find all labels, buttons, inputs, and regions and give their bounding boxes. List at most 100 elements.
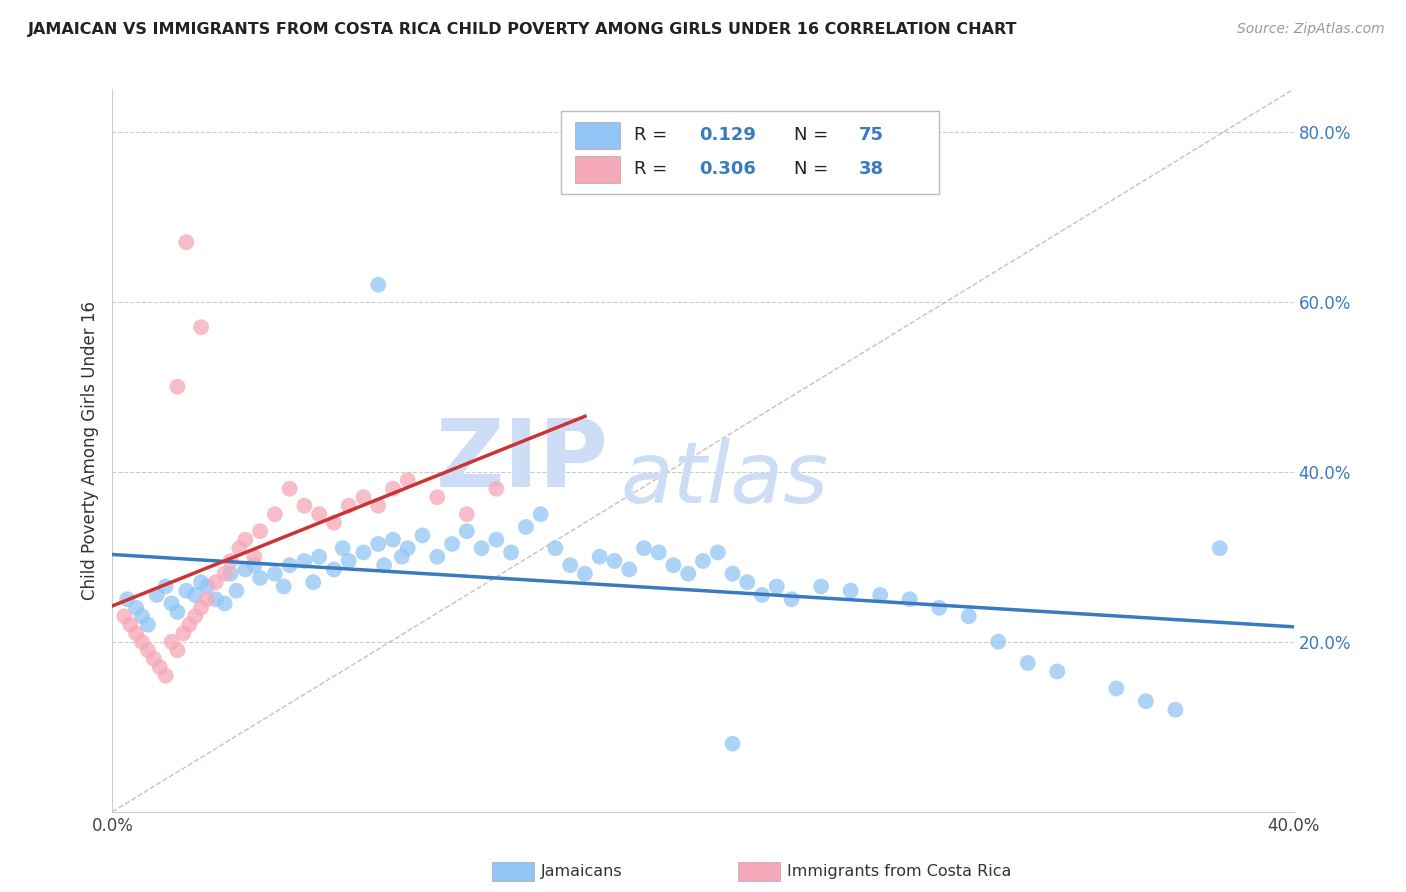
Point	[302, 575, 325, 590]
Point	[426, 490, 449, 504]
Point	[195, 579, 218, 593]
Point	[678, 566, 700, 581]
Point	[190, 575, 212, 590]
Point	[249, 571, 271, 585]
Point	[367, 537, 389, 551]
Point	[228, 541, 250, 556]
Point	[149, 660, 172, 674]
Text: N =: N =	[794, 127, 834, 145]
Point	[1135, 694, 1157, 708]
Point	[382, 482, 405, 496]
Point	[120, 617, 142, 632]
Point	[839, 583, 862, 598]
Point	[391, 549, 413, 564]
Point	[647, 545, 671, 559]
Point	[174, 235, 197, 250]
Point	[721, 566, 744, 581]
Point	[396, 541, 419, 556]
Point	[529, 507, 551, 521]
Text: N =: N =	[794, 161, 834, 178]
Point	[766, 579, 789, 593]
Point	[987, 634, 1010, 648]
Point	[1017, 656, 1039, 670]
Point	[136, 617, 159, 632]
Point	[136, 643, 159, 657]
Text: Jamaicans: Jamaicans	[541, 864, 623, 879]
Point	[367, 499, 389, 513]
Point	[662, 558, 685, 573]
Point	[308, 549, 330, 564]
Point	[219, 566, 242, 581]
Point	[166, 605, 188, 619]
FancyBboxPatch shape	[561, 111, 939, 194]
Text: 0.306: 0.306	[699, 161, 756, 178]
Text: 0.129: 0.129	[699, 127, 756, 145]
Point	[125, 626, 148, 640]
Point	[166, 380, 188, 394]
Text: Immigrants from Costa Rica: Immigrants from Costa Rica	[787, 864, 1012, 879]
Point	[485, 482, 508, 496]
Text: Source: ZipAtlas.com: Source: ZipAtlas.com	[1237, 22, 1385, 37]
Point	[146, 588, 169, 602]
Point	[184, 588, 207, 602]
Point	[292, 499, 315, 513]
Point	[273, 579, 295, 593]
Point	[166, 643, 188, 657]
Point	[485, 533, 508, 547]
Point	[131, 609, 153, 624]
Text: 75: 75	[859, 127, 884, 145]
Point	[396, 473, 419, 487]
Point	[323, 516, 346, 530]
Point	[125, 600, 148, 615]
Point	[160, 634, 183, 648]
Point	[706, 545, 728, 559]
Point	[426, 549, 449, 564]
Point	[780, 592, 803, 607]
Point	[441, 537, 464, 551]
Point	[957, 609, 980, 624]
Point	[264, 566, 287, 581]
Point	[117, 592, 138, 607]
Point	[515, 520, 537, 534]
Point	[1105, 681, 1128, 696]
Point	[278, 558, 301, 573]
Point	[214, 597, 236, 611]
Point	[411, 528, 433, 542]
Point	[501, 545, 523, 559]
Point	[373, 558, 395, 573]
Point	[367, 277, 389, 292]
Point	[179, 617, 201, 632]
FancyBboxPatch shape	[575, 121, 620, 149]
FancyBboxPatch shape	[575, 156, 620, 183]
Point	[352, 490, 374, 504]
Point	[928, 600, 950, 615]
Point	[869, 588, 891, 602]
Point	[190, 600, 212, 615]
Point	[751, 588, 773, 602]
Point	[264, 507, 287, 521]
Point	[633, 541, 655, 556]
Point	[155, 579, 177, 593]
Text: atlas: atlas	[620, 438, 828, 521]
Point	[332, 541, 354, 556]
Point	[810, 579, 832, 593]
Point	[233, 533, 256, 547]
Text: ZIP: ZIP	[436, 416, 609, 508]
Point	[692, 554, 714, 568]
Point	[337, 499, 360, 513]
Point	[337, 554, 360, 568]
Point	[243, 549, 266, 564]
Point	[155, 669, 177, 683]
Point	[898, 592, 921, 607]
Point	[243, 558, 266, 573]
Point	[172, 626, 194, 640]
Point	[174, 583, 197, 598]
Point	[382, 533, 405, 547]
Point	[352, 545, 374, 559]
Point	[225, 583, 247, 598]
Point	[233, 562, 256, 576]
Point	[160, 597, 183, 611]
Y-axis label: Child Poverty Among Girls Under 16: Child Poverty Among Girls Under 16	[80, 301, 98, 600]
Point	[190, 320, 212, 334]
Point	[323, 562, 346, 576]
